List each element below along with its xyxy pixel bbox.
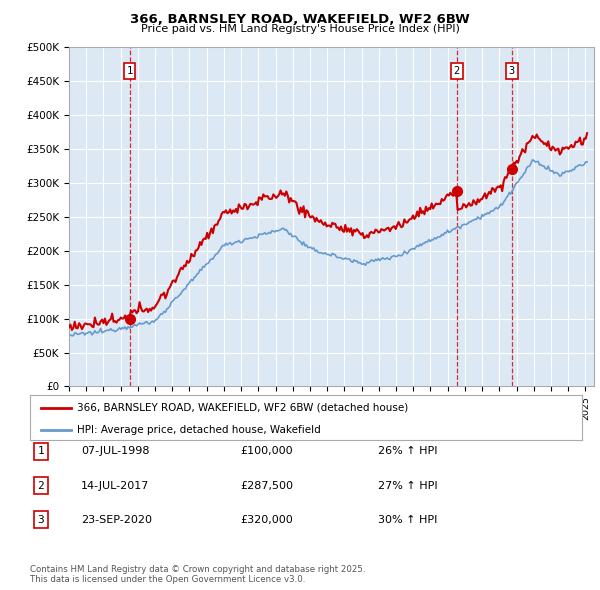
- Text: 1: 1: [37, 447, 44, 456]
- Text: 26% ↑ HPI: 26% ↑ HPI: [378, 447, 437, 456]
- Text: Contains HM Land Registry data © Crown copyright and database right 2025.
This d: Contains HM Land Registry data © Crown c…: [30, 565, 365, 584]
- Text: 2: 2: [37, 481, 44, 490]
- Text: 14-JUL-2017: 14-JUL-2017: [81, 481, 149, 490]
- Text: 07-JUL-1998: 07-JUL-1998: [81, 447, 149, 456]
- Text: 30% ↑ HPI: 30% ↑ HPI: [378, 515, 437, 525]
- Text: 3: 3: [509, 66, 515, 76]
- Text: 366, BARNSLEY ROAD, WAKEFIELD, WF2 6BW (detached house): 366, BARNSLEY ROAD, WAKEFIELD, WF2 6BW (…: [77, 403, 408, 412]
- Text: 2: 2: [454, 66, 460, 76]
- Text: 366, BARNSLEY ROAD, WAKEFIELD, WF2 6BW: 366, BARNSLEY ROAD, WAKEFIELD, WF2 6BW: [130, 13, 470, 26]
- Text: £320,000: £320,000: [240, 515, 293, 525]
- Text: Price paid vs. HM Land Registry's House Price Index (HPI): Price paid vs. HM Land Registry's House …: [140, 24, 460, 34]
- Text: £100,000: £100,000: [240, 447, 293, 456]
- Text: 1: 1: [127, 66, 133, 76]
- Text: 27% ↑ HPI: 27% ↑ HPI: [378, 481, 437, 490]
- Text: £287,500: £287,500: [240, 481, 293, 490]
- Text: 23-SEP-2020: 23-SEP-2020: [81, 515, 152, 525]
- Text: 3: 3: [37, 515, 44, 525]
- Text: HPI: Average price, detached house, Wakefield: HPI: Average price, detached house, Wake…: [77, 425, 320, 435]
